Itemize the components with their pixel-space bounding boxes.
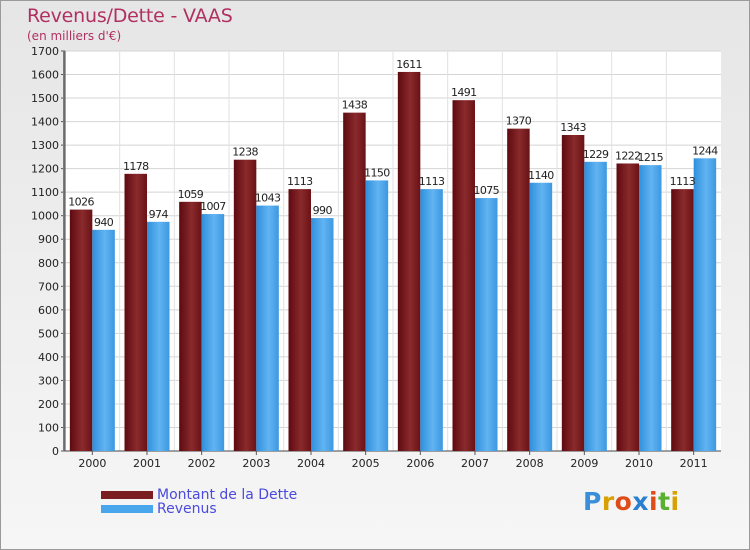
logo-letter: P bbox=[583, 487, 602, 516]
bar-revenus bbox=[365, 180, 389, 452]
bars bbox=[69, 71, 717, 452]
y-tick-label: 1000 bbox=[31, 210, 59, 223]
bar-revenus bbox=[475, 198, 498, 451]
legend-label-dette: Montant de la Dette bbox=[157, 487, 298, 503]
data-label-dette: 1611 bbox=[396, 58, 422, 71]
x-tick-label: 2011 bbox=[680, 457, 708, 470]
data-label-revenus: 1215 bbox=[637, 151, 663, 164]
data-label-revenus: 974 bbox=[149, 208, 169, 221]
bar-dette bbox=[616, 163, 639, 451]
legend-swatch-revenus bbox=[101, 505, 153, 513]
y-tick-label: 1700 bbox=[31, 45, 59, 58]
y-tick-label: 0 bbox=[52, 445, 59, 458]
y-tick-label: 600 bbox=[38, 304, 59, 317]
bar-dette bbox=[179, 201, 202, 451]
bar-revenus bbox=[256, 205, 279, 451]
logo-letter: x bbox=[632, 487, 649, 516]
data-label-dette: 1059 bbox=[178, 188, 204, 201]
bar-dette bbox=[397, 71, 421, 452]
x-tick-label: 2000 bbox=[78, 457, 106, 470]
bar-revenus bbox=[311, 218, 334, 451]
logo-letter: i bbox=[670, 487, 680, 516]
bar-dette bbox=[452, 100, 475, 452]
logo-letter: i bbox=[649, 487, 659, 516]
legend-swatch-dette bbox=[101, 491, 153, 499]
y-tick-label: 1400 bbox=[31, 116, 59, 129]
data-label-dette: 1178 bbox=[123, 160, 149, 173]
chart-title: Revenus/Dette - VAAS bbox=[27, 5, 233, 27]
chart-subtitle: (en milliers d'€) bbox=[27, 29, 122, 43]
x-tick-label: 2008 bbox=[516, 457, 544, 470]
data-label-dette: 1438 bbox=[342, 99, 368, 112]
y-tick-label: 300 bbox=[38, 374, 59, 387]
bar-dette bbox=[124, 173, 147, 451]
y-tick-label: 1300 bbox=[31, 139, 59, 152]
data-label-revenus: 940 bbox=[94, 216, 114, 229]
bar-revenus bbox=[639, 165, 662, 451]
data-label-revenus: 1075 bbox=[473, 184, 499, 197]
data-label-revenus: 1113 bbox=[419, 175, 445, 188]
x-tick-label: 2001 bbox=[133, 457, 161, 470]
y-tick-label: 1200 bbox=[31, 163, 59, 176]
bar-revenus bbox=[92, 229, 115, 451]
axes: 0 100 200 300 400 500 600 700 800 900 1000 1100 1200… bbox=[31, 45, 721, 470]
data-label-dette: 1491 bbox=[451, 86, 477, 99]
data-label-revenus: 990 bbox=[313, 204, 333, 217]
proxiti-logo: Proxiti bbox=[583, 487, 680, 516]
data-label-revenus: 1140 bbox=[528, 169, 554, 182]
logo-letter: t bbox=[658, 487, 671, 516]
x-tick-label: 2007 bbox=[461, 457, 489, 470]
y-tick-label: 500 bbox=[38, 327, 59, 340]
x-tick-label: 2002 bbox=[188, 457, 216, 470]
data-label-dette: 1222 bbox=[615, 149, 641, 162]
logo-letter: r bbox=[601, 487, 615, 516]
y-tick-label: 400 bbox=[38, 351, 59, 364]
data-label-revenus: 1043 bbox=[255, 192, 281, 205]
data-label-dette: 1343 bbox=[560, 121, 586, 134]
x-tick-label: 2003 bbox=[242, 457, 270, 470]
data-label-revenus: 1150 bbox=[364, 166, 390, 179]
x-tick-label: 2006 bbox=[406, 457, 434, 470]
y-tick-label: 200 bbox=[38, 398, 59, 411]
x-tick-label: 2005 bbox=[352, 457, 380, 470]
data-label-dette: 1026 bbox=[68, 196, 94, 209]
bar-revenus bbox=[693, 158, 717, 451]
bar-dette bbox=[288, 189, 311, 451]
y-axis-wall bbox=[63, 51, 65, 451]
data-label-dette: 1238 bbox=[232, 146, 258, 159]
x-tick-label: 2004 bbox=[297, 457, 325, 470]
bar-dette bbox=[343, 112, 366, 451]
y-tick-label: 700 bbox=[38, 280, 59, 293]
logo-letter: o bbox=[614, 487, 633, 516]
bar-dette bbox=[233, 159, 257, 452]
y-tick-label: 100 bbox=[38, 421, 59, 434]
bar-revenus bbox=[201, 214, 225, 451]
y-tick-label: 1500 bbox=[31, 92, 59, 105]
bar-dette bbox=[507, 128, 530, 451]
bar-dette bbox=[561, 135, 585, 451]
data-label-dette: 1113 bbox=[670, 175, 696, 188]
y-tick-label: 800 bbox=[38, 257, 59, 270]
bar-dette bbox=[69, 209, 93, 451]
x-tick-label: 2009 bbox=[570, 457, 598, 470]
bar-revenus bbox=[420, 189, 443, 451]
data-label-revenus: 1229 bbox=[583, 148, 609, 161]
legend-label-revenus: Revenus bbox=[157, 501, 217, 517]
y-tick-label: 1100 bbox=[31, 186, 59, 199]
x-tick-label: 2010 bbox=[625, 457, 653, 470]
data-label-dette: 1113 bbox=[287, 175, 313, 188]
bar-revenus bbox=[584, 161, 607, 451]
y-tick-label: 1600 bbox=[31, 69, 59, 82]
data-label-dette: 1370 bbox=[506, 115, 532, 128]
data-label-revenus: 1244 bbox=[692, 144, 718, 157]
y-tick-label: 900 bbox=[38, 233, 59, 246]
grid-lines bbox=[65, 50, 721, 452]
bar-revenus bbox=[529, 182, 553, 451]
bar-revenus bbox=[147, 221, 170, 451]
bar-dette bbox=[671, 189, 694, 451]
data-label-revenus: 1007 bbox=[200, 200, 226, 213]
